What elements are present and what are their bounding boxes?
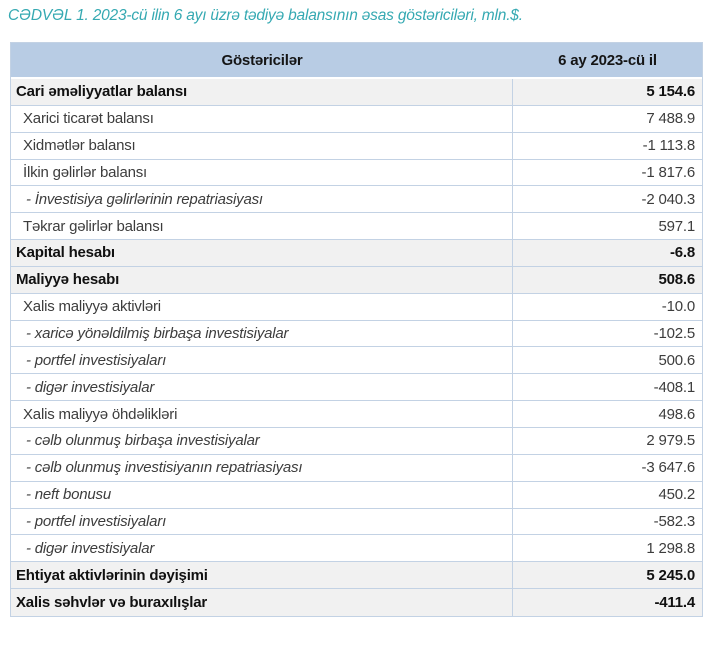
row-value: 5 154.6 [646,83,695,101]
table-row: - İnvestisiya gəlirlərinin repatriasiyas… [11,186,702,214]
row-label: - digər investisiyalar [11,535,513,562]
table-header-row: Göstəricilər 6 ay 2023-cü il [11,43,702,79]
row-label: Kapital hesabı [11,240,513,266]
row-value: -3 647.6 [641,459,696,477]
row-label: Ehtiyat aktivlərinin dəyişimi [11,562,513,589]
row-label: - cəlb olunmuş investisiyanın repatriasi… [11,454,513,481]
row-label: Maliyyə hesabı [11,266,513,293]
row-value: 2 979.5 [646,432,695,450]
row-label: Xidmətlər balansı [11,132,513,159]
table-row: - digər investisiyalar 1 298.8 [11,535,702,563]
row-value: 508.6 [658,271,695,289]
row-value: 5 245.0 [646,566,695,584]
table-row: - neft bonusu 450.2 [11,481,702,509]
row-value: -2 040.3 [641,190,696,208]
row-value: 450.2 [658,486,695,504]
table-row: Xalis maliyyə öhdəlikləri 498.6 [11,401,702,428]
row-value: 500.6 [658,351,695,369]
row-value: -6.8 [669,244,695,262]
table-row: - xaricə yönəldilmiş birbaşa investisiya… [11,320,702,348]
row-value: -102.5 [653,325,696,343]
row-value: 498.6 [658,405,695,423]
row-label: - portfel investisiyaları [11,347,513,374]
row-value: 7 488.9 [646,110,695,128]
row-label: Təkrar gəlirlər balansı [11,213,513,240]
row-label: - portfel investisiyaları [11,508,513,535]
table-row: - cəlb olunmuş birbaşa investisiyalar 2 … [11,427,702,455]
table-row: Xalis səhvlər və buraxılışlar -411.4 [11,589,702,616]
table-row: Ehtiyat aktivlərinin dəyişimi 5 245.0 [11,562,702,590]
table-row: - digər investisiyalar -408.1 [11,374,702,402]
row-label: Xalis səhvlər və buraxılışlar [11,589,513,616]
row-value: -1 113.8 [642,137,696,155]
table-row: Xalis maliyyə aktivləri -10.0 [11,293,702,321]
row-value: 1 298.8 [646,539,695,557]
row-label: - digər investisiyalar [11,374,513,401]
row-value: -10.0 [661,298,695,316]
row-value: 597.1 [658,217,695,235]
row-label: Cari əməliyyatlar balansı [11,79,513,105]
page-title: CƏDVƏL 1. 2023-cü ilin 6 ayı üzrə tədiyə… [8,7,523,24]
table-row: Təkrar gəlirlər balansı 597.1 [11,213,702,241]
column-header-period: 6 ay 2023-cü il [558,51,657,69]
row-value: -408.1 [653,378,696,396]
balance-of-payments-table: Göstəricilər 6 ay 2023-cü il Cari əməliy… [10,42,703,617]
row-label: Xarici ticarət balansı [11,105,513,132]
table-row: - portfel investisiyaları -582.3 [11,508,702,536]
row-label: - İnvestisiya gəlirlərinin repatriasiyas… [11,186,513,213]
row-label: Xalis maliyyə aktivləri [11,293,513,320]
table-row: Xarici ticarət balansı 7 488.9 [11,105,702,133]
table-row: - cəlb olunmuş investisiyanın repatriasi… [11,454,702,482]
row-label: - cəlb olunmuş birbaşa investisiyalar [11,427,513,454]
row-value: -1 817.6 [641,163,696,181]
row-value: -411.4 [654,593,695,611]
column-header-indicators: Göstəricilər [221,51,303,69]
row-label: - xaricə yönəldilmiş birbaşa investisiya… [11,320,513,347]
table-body: Cari əməliyyatlar balansı 5 154.6 Xarici… [11,79,702,616]
row-label: İlkin gəlirlər balansı [11,159,513,186]
row-label: - neft bonusu [11,481,513,508]
table-row: Xidmətlər balansı -1 113.8 [11,132,702,160]
table-row: İlkin gəlirlər balansı -1 817.6 [11,159,702,187]
table-row: Cari əməliyyatlar balansı 5 154.6 [11,79,702,106]
row-label: Xalis maliyyə öhdəlikləri [11,401,513,427]
row-value: -582.3 [653,512,696,530]
table-row: Maliyyə hesabı 508.6 [11,266,702,294]
table-row: Kapital hesabı -6.8 [11,240,702,267]
table-row: - portfel investisiyaları 500.6 [11,347,702,375]
